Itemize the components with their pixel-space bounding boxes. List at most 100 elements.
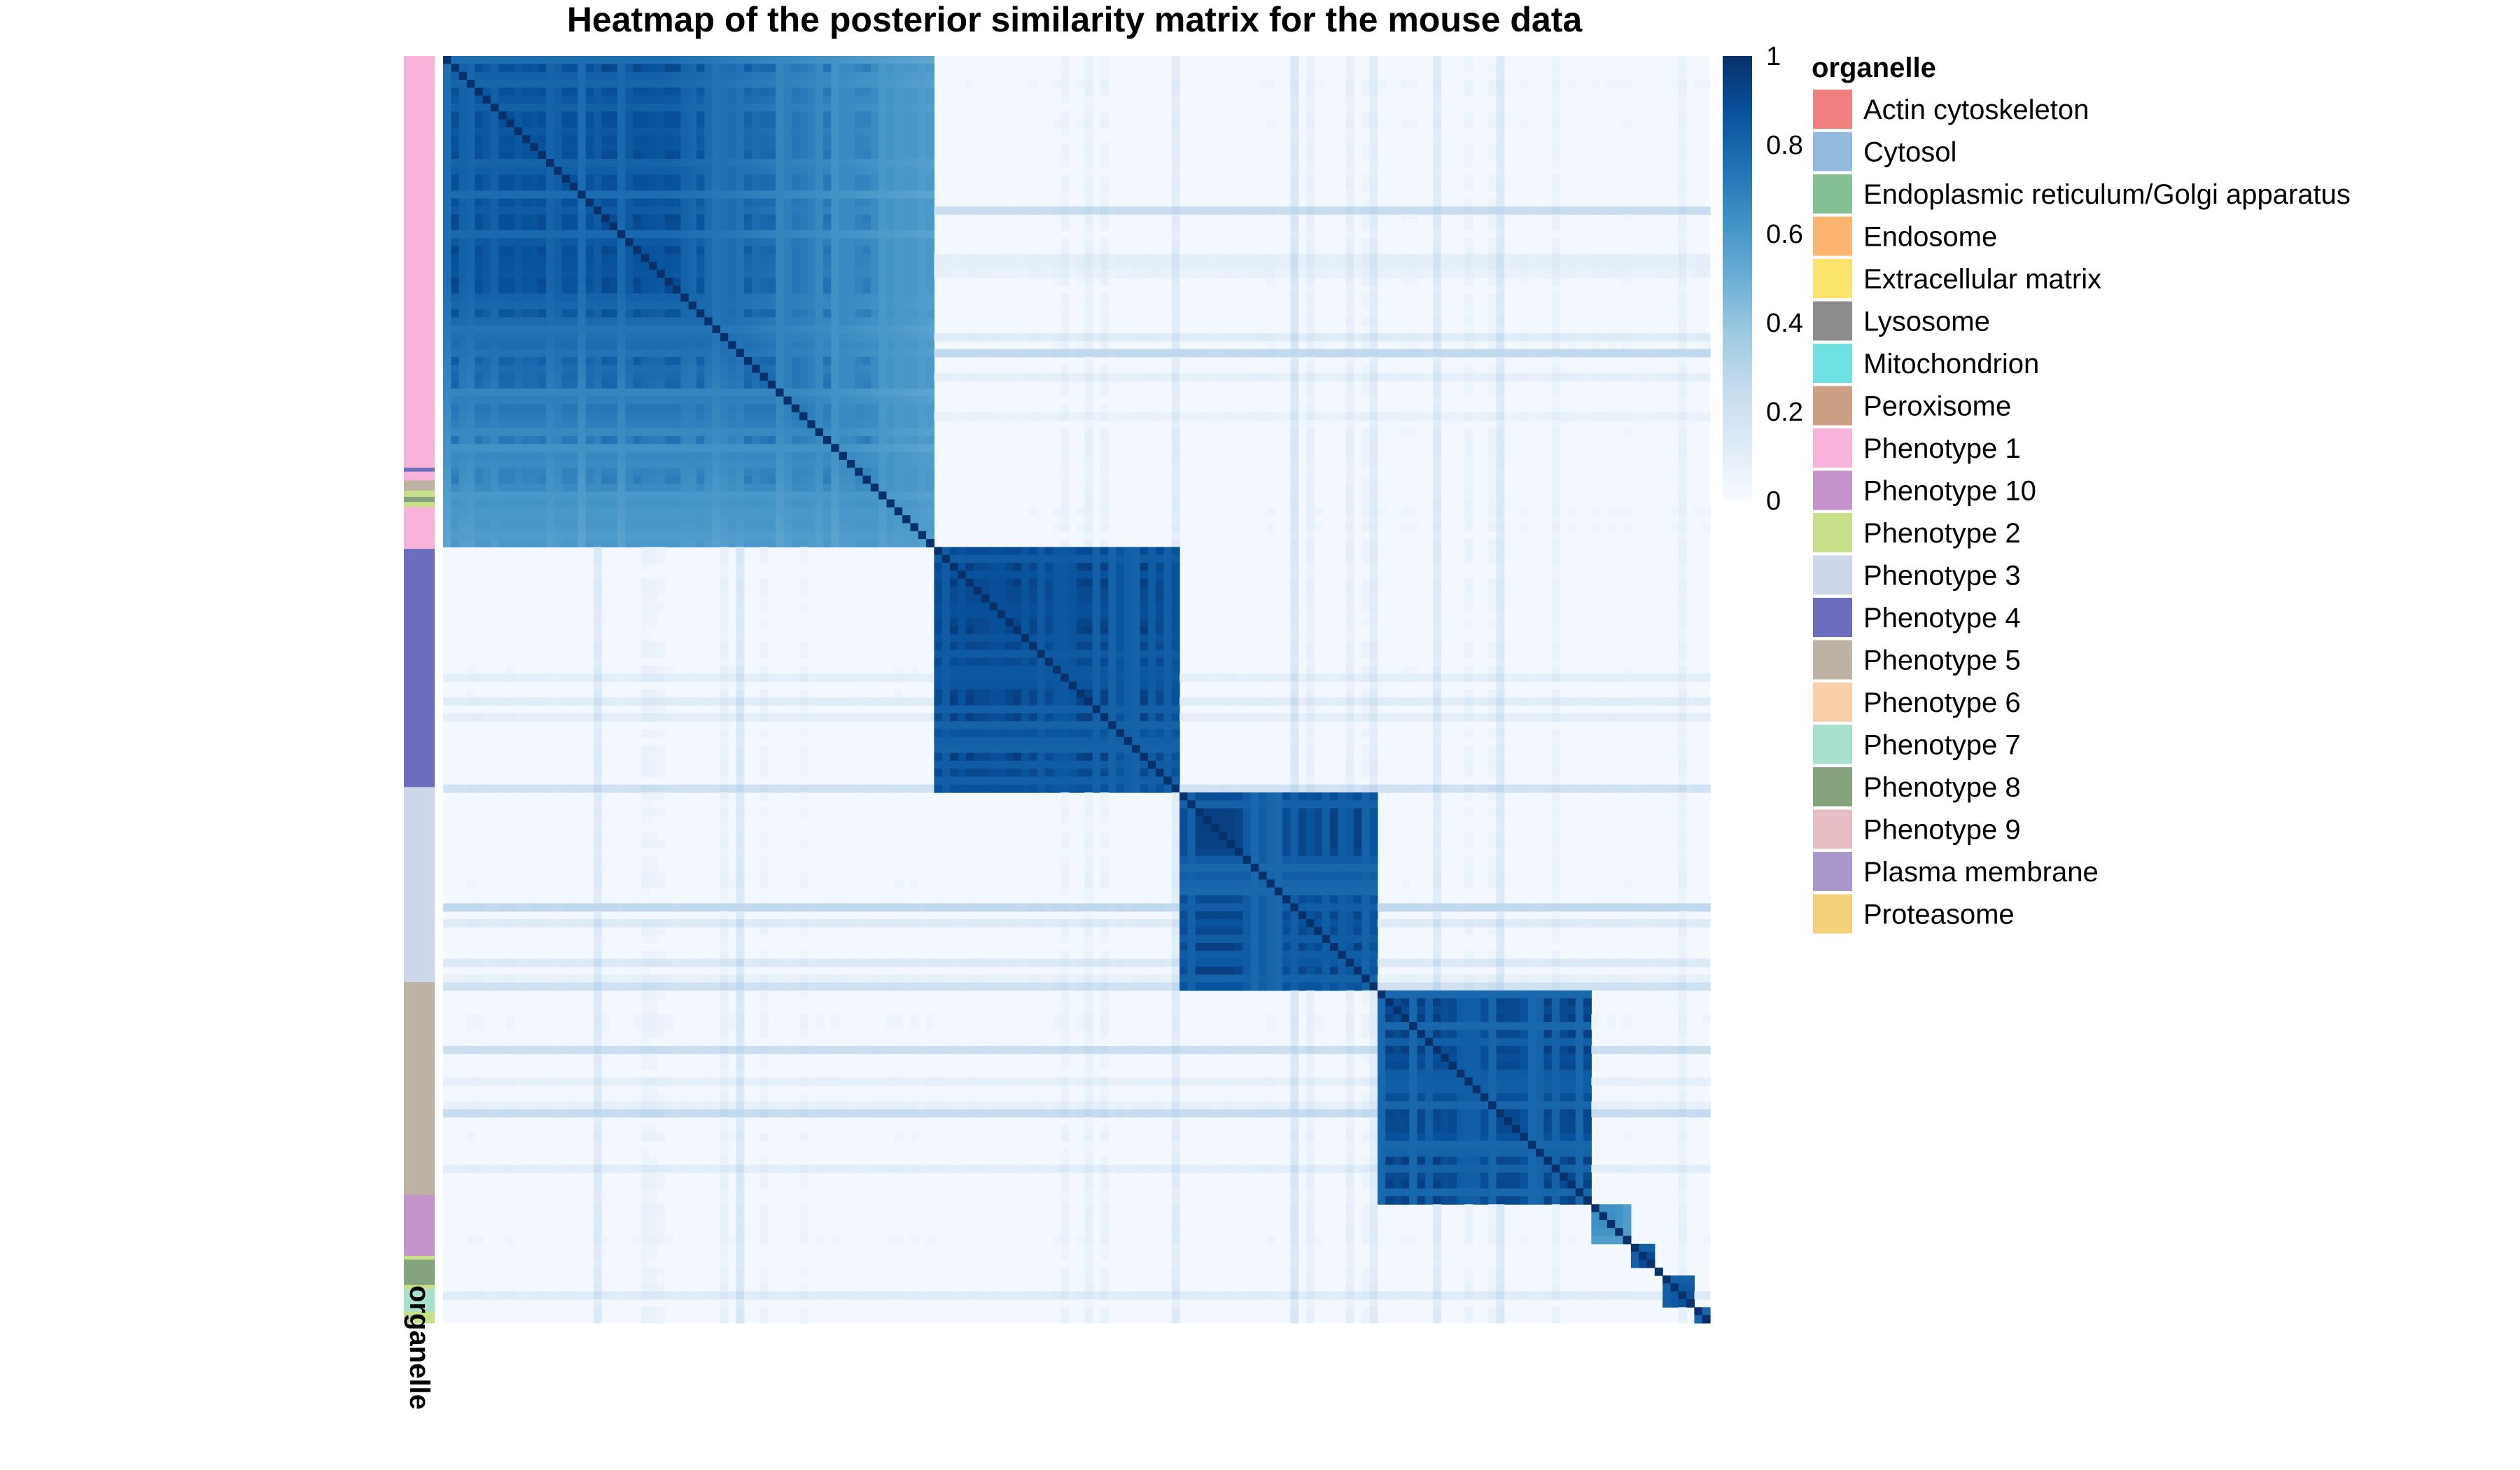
heatmap-cell <box>640 64 650 73</box>
heatmap-cell <box>1084 428 1093 437</box>
heatmap-cell <box>831 214 840 223</box>
heatmap-cell <box>855 79 864 88</box>
heatmap-cell <box>522 372 531 382</box>
heatmap-cell <box>466 190 475 200</box>
heatmap-cell <box>1060 436 1070 444</box>
heatmap-cell <box>475 206 484 215</box>
heatmap-cell <box>918 190 927 200</box>
heatmap-cell <box>578 88 587 97</box>
heatmap-cell <box>1345 451 1354 461</box>
heatmap-cell <box>538 198 547 207</box>
heatmap-cell <box>862 380 872 389</box>
heatmap-cell <box>799 404 808 413</box>
heatmap-cell <box>997 253 1006 262</box>
heatmap-cell <box>538 190 547 200</box>
heatmap-cell <box>609 230 618 239</box>
heatmap-cell <box>680 174 690 183</box>
heatmap-cell <box>831 317 840 326</box>
heatmap-cell <box>1433 270 1441 279</box>
heatmap-cell <box>1496 230 1505 239</box>
heatmap-cell <box>578 293 587 302</box>
heatmap-cell <box>910 380 919 389</box>
heatmap-cell <box>791 150 800 160</box>
heatmap-cell <box>776 436 785 444</box>
heatmap-cell <box>712 365 721 374</box>
heatmap-cell <box>950 262 958 271</box>
heatmap-cell <box>514 214 523 223</box>
heatmap-cell <box>894 332 903 342</box>
heatmap-cell <box>855 246 864 255</box>
heatmap-cell <box>1084 88 1093 97</box>
heatmap-cell <box>538 183 547 191</box>
heatmap-cell <box>1433 459 1441 468</box>
heatmap-cell <box>776 349 785 358</box>
heatmap-cell <box>839 483 848 492</box>
heatmap-cell <box>1322 372 1331 382</box>
heatmap-cell <box>760 167 769 176</box>
heatmap-cell <box>886 412 895 421</box>
heatmap-cell <box>578 111 587 120</box>
heatmap-cell <box>752 444 761 453</box>
heatmap-cell <box>530 380 539 389</box>
heatmap-cell <box>743 111 752 120</box>
heatmap-cell <box>673 341 681 350</box>
heatmap-cell <box>673 491 681 500</box>
heatmap-cell <box>664 135 673 144</box>
heatmap-cell <box>823 380 832 389</box>
heatmap-cell <box>673 475 681 484</box>
heatmap-cell <box>609 253 618 262</box>
heatmap-cell <box>585 404 594 413</box>
heatmap-cell <box>1306 88 1315 97</box>
heatmap-cell <box>1362 380 1371 389</box>
heatmap-cell <box>839 56 848 64</box>
heatmap-cell <box>673 428 681 437</box>
heatmap-cell <box>736 341 745 350</box>
heatmap-cell <box>926 159 934 167</box>
heatmap-cell <box>1171 436 1180 444</box>
heatmap-cell <box>1496 135 1505 144</box>
heatmap-cell <box>458 238 468 247</box>
heatmap-cell <box>530 167 539 176</box>
heatmap-cell <box>941 270 951 279</box>
heatmap-cell <box>451 127 460 136</box>
heatmap-cell <box>561 468 570 477</box>
heatmap-cell <box>910 309 919 318</box>
heatmap-cell <box>712 317 721 326</box>
heatmap-cell <box>1433 111 1441 120</box>
heatmap-cell <box>1496 214 1505 223</box>
heatmap-cell <box>799 111 808 120</box>
heatmap-cell <box>815 111 824 120</box>
heatmap-cell <box>451 270 460 279</box>
heatmap-cell <box>649 396 658 405</box>
heatmap-cell <box>846 317 855 326</box>
heatmap-cell <box>546 412 554 421</box>
heatmap-cell <box>1100 372 1109 382</box>
heatmap-cell <box>1171 95 1180 104</box>
heatmap-cell <box>451 491 460 500</box>
heatmap-cell <box>807 88 816 97</box>
heatmap-cell <box>752 222 761 231</box>
heatmap-cell <box>1060 206 1070 215</box>
heatmap-cell <box>1678 64 1687 73</box>
heatmap-cell <box>1496 150 1505 160</box>
heatmap-cell <box>680 71 690 80</box>
annotation-segment <box>404 56 435 468</box>
heatmap-cell <box>799 238 808 247</box>
heatmap-cell <box>1369 262 1378 271</box>
heatmap-cell <box>704 79 713 88</box>
heatmap-cell <box>902 183 911 191</box>
heatmap-cell <box>498 483 507 492</box>
heatmap-cell <box>1156 262 1165 271</box>
heatmap-cell <box>1623 270 1632 279</box>
heatmap-cell <box>680 475 690 484</box>
heatmap-cell <box>752 190 761 200</box>
heatmap-cell <box>728 206 737 215</box>
heatmap-cell <box>1488 64 1497 73</box>
heatmap-cell <box>554 420 563 429</box>
heatmap-cell <box>1084 404 1093 413</box>
heatmap-cell <box>443 317 451 326</box>
heatmap-cell <box>743 491 752 500</box>
heatmap-cell <box>902 293 911 302</box>
heatmap-cell <box>823 135 832 144</box>
heatmap-cell <box>451 150 460 160</box>
